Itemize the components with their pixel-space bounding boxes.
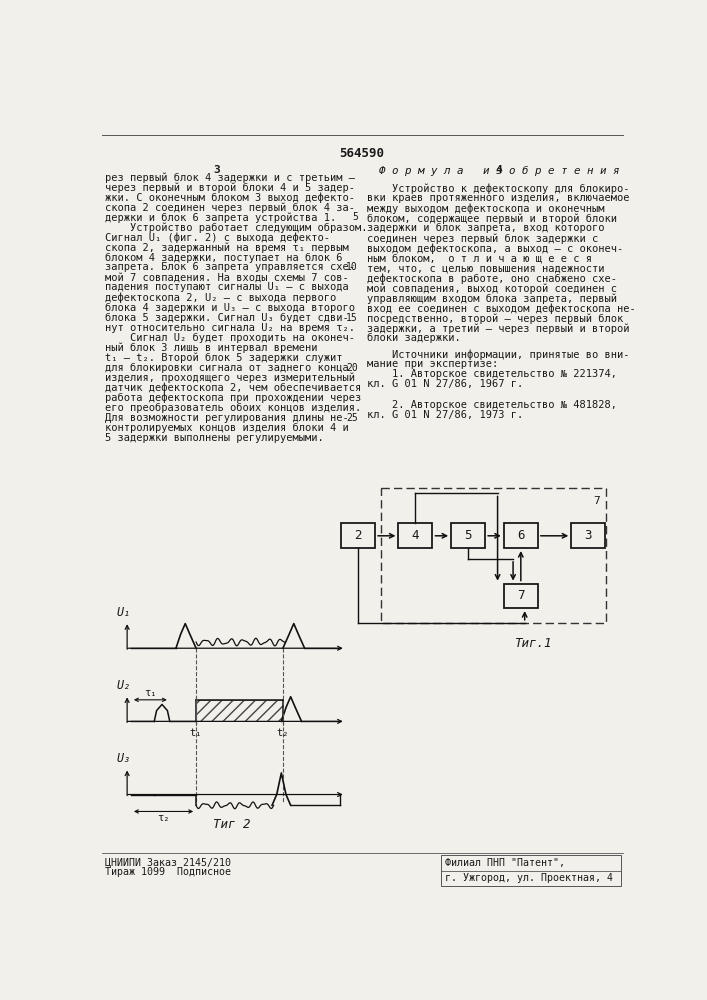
- Text: мой совпадения, выход которой соединен с: мой совпадения, выход которой соединен с: [368, 283, 617, 294]
- Text: г. Ужгород, ул. Проектная, 4: г. Ужгород, ул. Проектная, 4: [445, 873, 613, 883]
- Text: задержки и блок запрета, вход которого: задержки и блок запрета, вход которого: [368, 223, 605, 233]
- Text: τ₂: τ₂: [157, 813, 170, 823]
- Text: блока 5 задержки. Сигнал U₃ будет сдви-: блока 5 задержки. Сигнал U₃ будет сдви-: [105, 312, 349, 323]
- Text: t₁: t₁: [190, 728, 202, 738]
- Text: 3: 3: [585, 529, 592, 542]
- Text: его преобразователь обоих концов изделия.: его преобразователь обоих концов изделия…: [105, 403, 362, 413]
- Bar: [451, 523, 485, 548]
- Text: Устройство к дефектоскопу для блокиро-: Устройство к дефектоскопу для блокиро-: [368, 183, 630, 194]
- Text: U₃: U₃: [117, 752, 132, 765]
- Text: контролируемых концов изделия блоки 4 и: контролируемых концов изделия блоки 4 и: [105, 423, 349, 433]
- Text: 5: 5: [464, 529, 472, 542]
- Text: мой 7 совпадения. На входы схемы 7 сов-: мой 7 совпадения. На входы схемы 7 сов-: [105, 272, 349, 282]
- Bar: [504, 584, 538, 608]
- Text: работа дефектоскопа при прохождении через: работа дефектоскопа при прохождении чере…: [105, 393, 362, 403]
- Text: кл. G 01 N 27/86, 1967 г.: кл. G 01 N 27/86, 1967 г.: [368, 379, 524, 389]
- Text: блоком 4 задержки, поступает на блок 6: блоком 4 задержки, поступает на блок 6: [105, 252, 343, 263]
- Text: 2: 2: [354, 529, 362, 542]
- Text: задержки, а третий — через первый и второй: задержки, а третий — через первый и втор…: [368, 323, 630, 334]
- Text: 2. Авторское свидетельство № 481828,: 2. Авторское свидетельство № 481828,: [368, 400, 617, 410]
- Text: τ₁: τ₁: [144, 688, 157, 698]
- Text: Источники информации, принятые во вни-: Источники информации, принятые во вни-: [368, 349, 630, 360]
- Text: вход ее соединен с выходом дефектоскопа не-: вход ее соединен с выходом дефектоскопа …: [368, 303, 636, 314]
- Text: Τиг.1: Τиг.1: [514, 637, 551, 650]
- Text: вки краев протяженного изделия, включаемое: вки краев протяженного изделия, включаем…: [368, 193, 630, 203]
- Text: 4: 4: [411, 529, 419, 542]
- Text: Τиг 2: Τиг 2: [213, 818, 250, 831]
- Text: блоки задержки.: блоки задержки.: [368, 333, 461, 343]
- Text: Ф о р м у л а   и з о б р е т е н и я: Ф о р м у л а и з о б р е т е н и я: [379, 166, 619, 176]
- Text: скопа 2 соединен через первый блок 4 за-: скопа 2 соединен через первый блок 4 за-: [105, 202, 356, 213]
- Text: 4: 4: [496, 165, 503, 175]
- Text: Тираж 1099  Подписное: Тираж 1099 Подписное: [105, 867, 231, 877]
- Text: ный блок 3 лишь в интервал времени: ный блок 3 лишь в интервал времени: [105, 343, 318, 353]
- Text: мание при экспертизе:: мание при экспертизе:: [368, 359, 498, 369]
- Text: ЦНИИПИ Заказ 2145/210: ЦНИИПИ Заказ 2145/210: [105, 857, 231, 867]
- Text: 5 задержки выполнены регулируемыми.: 5 задержки выполнены регулируемыми.: [105, 433, 325, 443]
- Text: U₂: U₂: [117, 679, 132, 692]
- Text: Для возможности регулирования длины не-: Для возможности регулирования длины не-: [105, 413, 349, 423]
- Text: выходом дефектоскопа, а выход — с оконеч-: выходом дефектоскопа, а выход — с оконеч…: [368, 243, 624, 254]
- Text: дефектоскопа в работе, оно снабжено схе-: дефектоскопа в работе, оно снабжено схе-: [368, 273, 617, 284]
- Text: Сигнал U₁ (фиг. 2) с выхода дефекто-: Сигнал U₁ (фиг. 2) с выхода дефекто-: [105, 232, 330, 243]
- Text: изделия, проходящего через измерительный: изделия, проходящего через измерительный: [105, 373, 356, 383]
- Bar: [398, 523, 433, 548]
- Text: 5: 5: [352, 212, 358, 222]
- Text: запрета. Блок 6 запрета управляется схе-: запрета. Блок 6 запрета управляется схе-: [105, 262, 356, 272]
- Text: 15: 15: [346, 313, 358, 323]
- Text: блоком, содержащее первый и второй блоки: блоком, содержащее первый и второй блоки: [368, 213, 617, 224]
- Text: Сигнал U₂ будет проходить на оконеч-: Сигнал U₂ будет проходить на оконеч-: [105, 333, 356, 343]
- Bar: [504, 523, 538, 548]
- Bar: [571, 523, 605, 548]
- Text: 10: 10: [346, 262, 358, 272]
- Text: тем, что, с целью повышения надежности: тем, что, с целью повышения надежности: [368, 263, 605, 273]
- Bar: [196, 700, 283, 721]
- Text: 1. Авторское свидетельство № 221374,: 1. Авторское свидетельство № 221374,: [368, 369, 617, 379]
- Text: 25: 25: [346, 413, 358, 423]
- Text: t₂: t₂: [276, 728, 289, 738]
- Text: 564590: 564590: [339, 147, 385, 160]
- Bar: [441, 855, 621, 886]
- Text: Устройство работает следующим образом.: Устройство работает следующим образом.: [105, 222, 368, 233]
- Bar: [341, 523, 375, 548]
- Text: U₁: U₁: [117, 606, 132, 619]
- Text: 6: 6: [517, 529, 525, 542]
- Text: 7: 7: [593, 496, 600, 506]
- Bar: [381, 488, 606, 623]
- Text: через первый и второй блоки 4 и 5 задер-: через первый и второй блоки 4 и 5 задер-: [105, 182, 356, 193]
- Text: держки и блок 6 запрета устройства 1.: держки и блок 6 запрета устройства 1.: [105, 212, 337, 223]
- Text: управляющим входом блока запрета, первый: управляющим входом блока запрета, первый: [368, 293, 617, 304]
- Text: для блокировки сигнала от заднего конца: для блокировки сигнала от заднего конца: [105, 363, 349, 373]
- Text: датчик дефектоскопа 2, чем обеспечивается: датчик дефектоскопа 2, чем обеспечиваетс…: [105, 383, 362, 393]
- Text: соединен через первый блок задержки с: соединен через первый блок задержки с: [368, 233, 599, 244]
- Text: ным блоком,  о т л и ч а ю щ е е с я: ным блоком, о т л и ч а ю щ е е с я: [368, 253, 592, 263]
- Text: блока 4 задержки и U₃ — с выхода второго: блока 4 задержки и U₃ — с выхода второго: [105, 302, 356, 313]
- Text: кл. G 01 N 27/86, 1973 г.: кл. G 01 N 27/86, 1973 г.: [368, 410, 524, 420]
- Text: Филиал ПНП "Патент",: Филиал ПНП "Патент",: [445, 858, 565, 868]
- Text: рез первый блок 4 задержки и с третьим —: рез первый блок 4 задержки и с третьим —: [105, 172, 356, 183]
- Text: t₁ — t₂. Второй блок 5 задержки служит: t₁ — t₂. Второй блок 5 задержки служит: [105, 353, 343, 363]
- Text: посредственно, второй — через первый блок: посредственно, второй — через первый бло…: [368, 313, 624, 324]
- Text: падения поступают сигналы U₁ — с выхода: падения поступают сигналы U₁ — с выхода: [105, 282, 349, 292]
- Text: скопа 2, задержанный на время τ₁ первым: скопа 2, задержанный на время τ₁ первым: [105, 242, 349, 253]
- Text: 20: 20: [346, 363, 358, 373]
- Text: 3: 3: [213, 165, 220, 175]
- Text: нут относительно сигнала U₂ на время τ₂.: нут относительно сигнала U₂ на время τ₂.: [105, 323, 356, 333]
- Text: 7: 7: [517, 589, 525, 602]
- Text: дефектоскопа 2, U₂ — с выхода первого: дефектоскопа 2, U₂ — с выхода первого: [105, 292, 337, 303]
- Text: между выходом дефектоскопа и оконечным: между выходом дефектоскопа и оконечным: [368, 203, 605, 214]
- Text: жки. С оконечным блоком 3 выход дефекто-: жки. С оконечным блоком 3 выход дефекто-: [105, 192, 356, 203]
